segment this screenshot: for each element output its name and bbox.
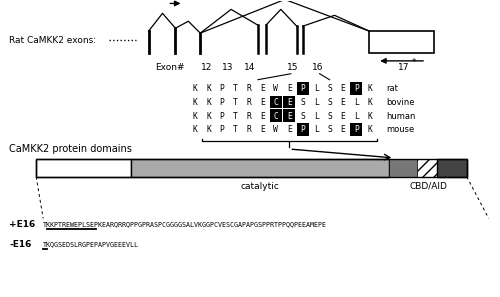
Text: -E16: -E16 [10,240,32,249]
Text: 15: 15 [287,63,298,72]
Bar [437,159,467,177]
Text: K: K [206,125,211,134]
Bar [389,159,417,177]
Text: R: R [246,84,252,93]
Text: S: S [327,98,332,107]
Text: P: P [220,84,224,93]
Text: K: K [193,84,198,93]
Text: catalytic: catalytic [240,182,280,191]
Text: S: S [327,84,332,93]
Text: P: P [300,125,305,134]
Text: rat: rat [386,84,398,93]
Text: E: E [287,112,292,121]
Bar [370,31,434,53]
Bar [36,159,467,177]
Text: K: K [206,84,211,93]
Text: +E16: +E16 [10,220,36,229]
Text: E: E [287,84,292,93]
Bar [350,82,362,94]
Text: E: E [260,98,265,107]
Text: W: W [274,125,278,134]
Text: P: P [354,84,359,93]
Text: L: L [354,98,359,107]
Bar [296,82,308,94]
Text: TKKPTREWEPLSEPKEARQRRQPPGPRASPCGGGGSALVKGGPCVESCGAPAPGSPPRTPPQQPEEAMEPE: TKKPTREWEPLSEPKEARQRRQPPGPRASPCGGGGSALVK… [43,221,327,227]
Text: L: L [314,112,318,121]
Text: K: K [368,125,372,134]
Text: P: P [300,84,305,93]
Text: P: P [220,98,224,107]
Bar [283,96,296,108]
Text: T: T [233,98,238,107]
Text: C: C [274,112,278,121]
Text: E: E [340,112,345,121]
Text: L: L [314,84,318,93]
Text: S: S [300,112,305,121]
Text: E: E [260,84,265,93]
Text: L: L [314,98,318,107]
Text: P: P [220,112,224,121]
Text: K: K [193,112,198,121]
Text: E: E [340,84,345,93]
Text: R: R [246,112,252,121]
Bar [270,96,282,108]
Text: bovine: bovine [386,98,414,107]
Text: S: S [300,98,305,107]
Bar [130,159,389,177]
Text: R: R [246,125,252,134]
Text: T: T [233,112,238,121]
Text: E: E [287,125,292,134]
Text: L: L [354,112,359,121]
Text: CaMKK2 protein domains: CaMKK2 protein domains [10,144,132,154]
Text: W: W [274,84,278,93]
Bar [36,159,130,177]
Text: K: K [206,98,211,107]
Text: T: T [233,125,238,134]
Bar [417,159,437,177]
Bar [296,123,308,136]
Text: E: E [260,125,265,134]
Text: E: E [340,125,345,134]
Text: P: P [220,125,224,134]
Text: S: S [327,125,332,134]
Text: 17: 17 [398,63,410,72]
Text: E: E [340,98,345,107]
Text: R: R [246,98,252,107]
Text: K: K [368,84,372,93]
Text: 13: 13 [222,63,234,72]
Bar [350,123,362,136]
Bar [270,109,282,122]
Text: CBD/AID: CBD/AID [409,182,447,191]
Text: *: * [412,58,416,67]
Text: 14: 14 [244,63,256,72]
Text: Rat CaMKK2 exons:: Rat CaMKK2 exons: [10,36,97,45]
Text: E: E [287,98,292,107]
Text: C: C [274,98,278,107]
Text: K: K [368,98,372,107]
Text: L: L [314,125,318,134]
Text: P: P [354,125,359,134]
Text: mouse: mouse [386,125,414,134]
Text: K: K [206,112,211,121]
Text: K: K [193,125,198,134]
Text: K: K [193,98,198,107]
Text: 16: 16 [312,63,324,72]
Text: E: E [260,112,265,121]
Text: K: K [368,112,372,121]
Text: 12: 12 [200,63,212,72]
Text: Exon#: Exon# [156,63,185,72]
Bar [283,109,296,122]
Text: human: human [386,112,416,121]
Text: S: S [327,112,332,121]
Text: T: T [233,84,238,93]
Text: TKQGSEDSLRGPEPAPVGEEEVLL: TKQGSEDSLRGPEPAPVGEEEVLL [43,241,139,247]
